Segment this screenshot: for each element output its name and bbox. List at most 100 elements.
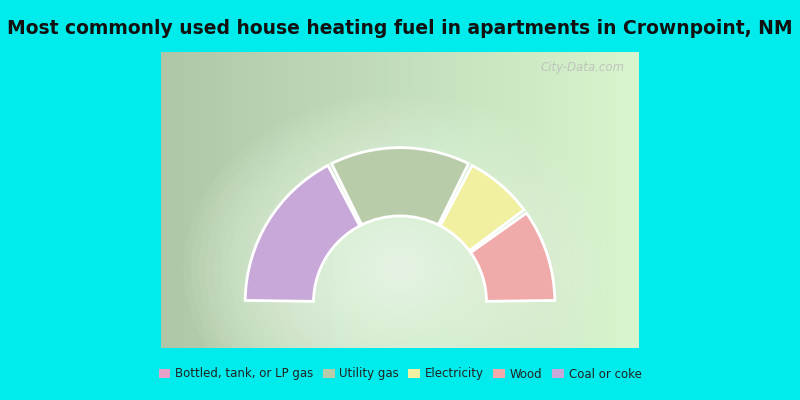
Bar [627, 52, 633, 348]
Bar [328, 52, 334, 348]
Bar [179, 52, 185, 348]
Bar [340, 52, 346, 348]
Ellipse shape [266, 161, 534, 376]
Bar [442, 52, 448, 348]
Bar [436, 52, 442, 348]
Ellipse shape [362, 238, 438, 298]
Ellipse shape [229, 131, 571, 400]
Bar [376, 52, 382, 348]
Ellipse shape [191, 101, 609, 400]
Ellipse shape [370, 244, 430, 292]
Bar [214, 52, 221, 348]
Bar [281, 52, 286, 348]
Bar [322, 52, 328, 348]
Bar [197, 52, 202, 348]
Ellipse shape [378, 250, 422, 286]
Ellipse shape [318, 203, 482, 334]
Bar [519, 52, 526, 348]
Bar [269, 52, 274, 348]
Ellipse shape [326, 209, 474, 328]
Bar [209, 52, 214, 348]
Bar [394, 52, 400, 348]
Bar [316, 52, 322, 348]
Bar [202, 52, 209, 348]
Ellipse shape [295, 185, 505, 352]
Ellipse shape [303, 191, 497, 346]
Bar [310, 52, 316, 348]
Bar [226, 52, 233, 348]
Ellipse shape [348, 226, 452, 310]
Bar [191, 52, 197, 348]
Ellipse shape [206, 113, 594, 400]
Bar [502, 52, 507, 348]
Bar [364, 52, 370, 348]
Ellipse shape [251, 149, 549, 388]
Ellipse shape [243, 143, 557, 394]
Bar [586, 52, 591, 348]
Bar [484, 52, 490, 348]
Bar [286, 52, 293, 348]
Bar [382, 52, 388, 348]
Bar [543, 52, 550, 348]
Bar [496, 52, 502, 348]
Ellipse shape [340, 220, 460, 316]
Ellipse shape [236, 137, 564, 400]
Ellipse shape [288, 179, 512, 358]
Bar [633, 52, 639, 348]
Bar [615, 52, 621, 348]
Bar [490, 52, 496, 348]
Bar [531, 52, 538, 348]
Bar [466, 52, 472, 348]
Bar [418, 52, 424, 348]
Bar [221, 52, 226, 348]
Bar [598, 52, 603, 348]
Ellipse shape [198, 107, 602, 400]
Ellipse shape [214, 119, 586, 400]
Ellipse shape [393, 262, 407, 274]
Ellipse shape [281, 173, 519, 364]
Bar [555, 52, 562, 348]
Bar [412, 52, 418, 348]
Bar [478, 52, 484, 348]
Legend: Bottled, tank, or LP gas, Utility gas, Electricity, Wood, Coal or coke: Bottled, tank, or LP gas, Utility gas, E… [158, 368, 642, 380]
Wedge shape [440, 166, 524, 251]
Bar [304, 52, 310, 348]
Wedge shape [245, 166, 360, 301]
Bar [293, 52, 298, 348]
Ellipse shape [258, 155, 542, 382]
Bar [562, 52, 567, 348]
Ellipse shape [221, 125, 579, 400]
Bar [424, 52, 430, 348]
Bar [574, 52, 579, 348]
Ellipse shape [355, 232, 445, 304]
Bar [472, 52, 478, 348]
Bar [250, 52, 257, 348]
Bar [173, 52, 179, 348]
Bar [514, 52, 519, 348]
Bar [406, 52, 412, 348]
Text: City-Data.com: City-Data.com [541, 61, 625, 74]
Wedge shape [470, 213, 555, 301]
Bar [400, 52, 406, 348]
Bar [579, 52, 586, 348]
Bar [161, 52, 167, 348]
Bar [274, 52, 281, 348]
Bar [567, 52, 574, 348]
Bar [454, 52, 460, 348]
Bar [603, 52, 609, 348]
Ellipse shape [184, 95, 616, 400]
Wedge shape [331, 148, 469, 225]
Bar [388, 52, 394, 348]
Bar [609, 52, 615, 348]
Bar [245, 52, 250, 348]
Bar [298, 52, 304, 348]
Bar [621, 52, 627, 348]
Bar [238, 52, 245, 348]
Bar [460, 52, 466, 348]
Ellipse shape [273, 167, 527, 370]
Bar [550, 52, 555, 348]
Bar [448, 52, 454, 348]
Bar [167, 52, 173, 348]
Bar [370, 52, 376, 348]
Bar [257, 52, 262, 348]
